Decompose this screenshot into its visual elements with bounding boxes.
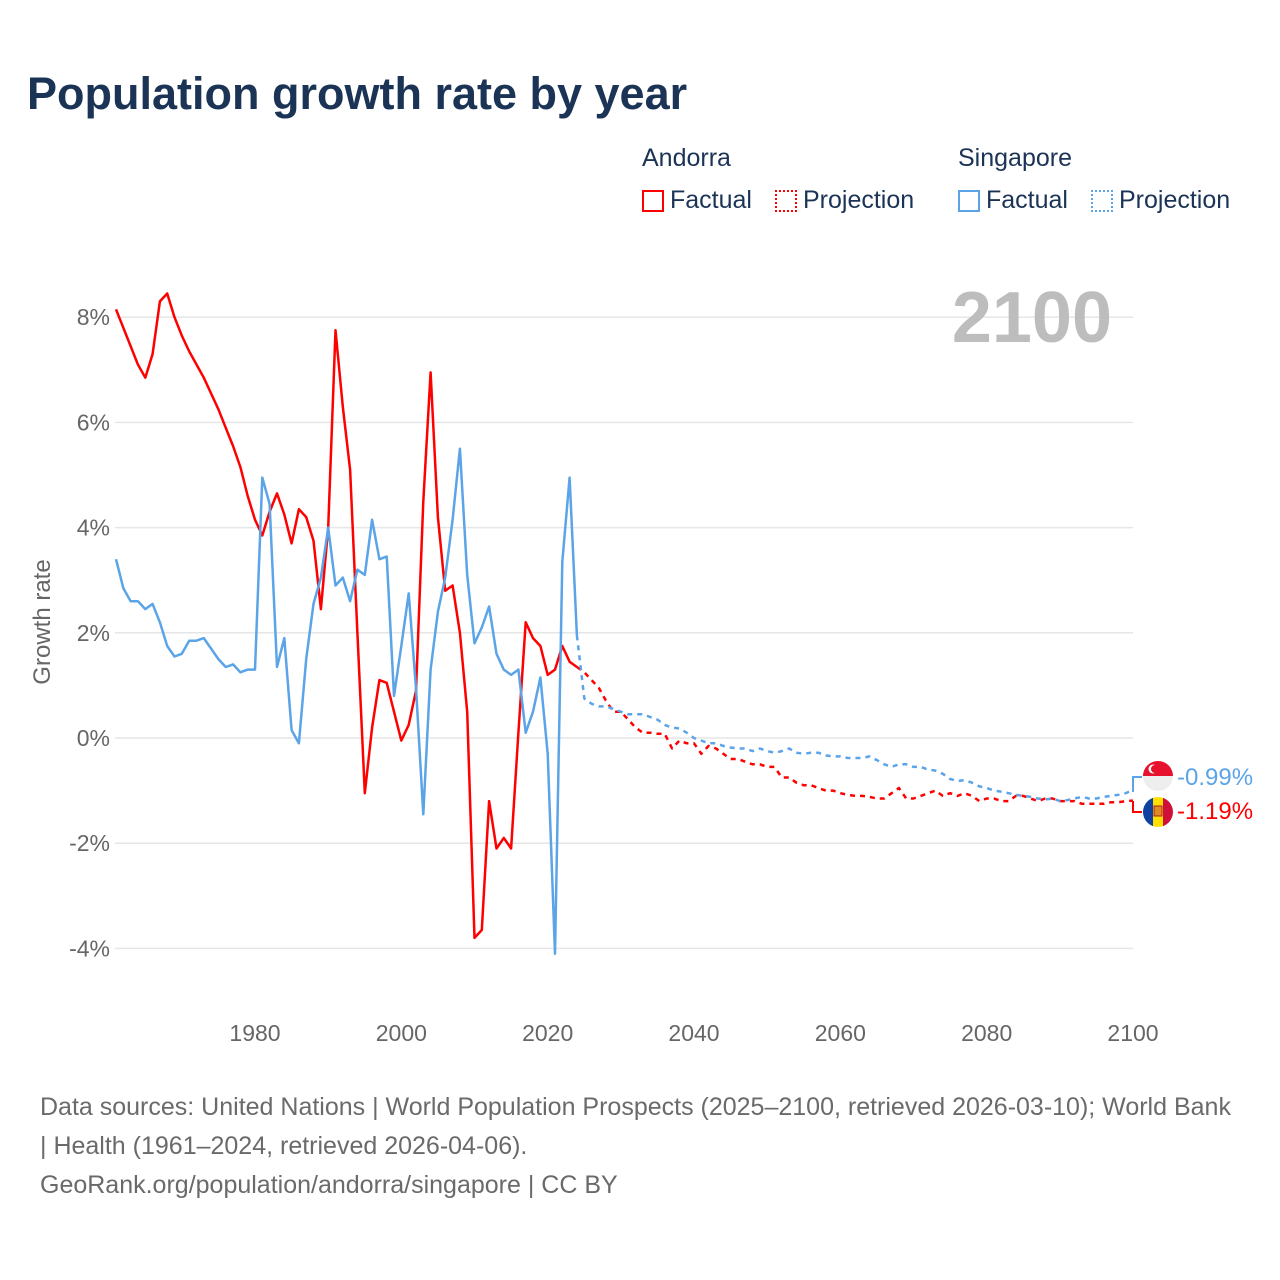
legend-label: Projection — [1119, 186, 1231, 214]
end-marker-andorra: -1.19% — [1132, 797, 1253, 827]
connector-line — [1132, 801, 1142, 813]
year-watermark: 2100 — [952, 278, 1112, 358]
connector-line — [1132, 776, 1142, 792]
y-tick-label: -2% — [69, 830, 110, 856]
andorra-flag-icon — [1143, 797, 1173, 827]
dotted-swatch-icon — [1091, 189, 1113, 212]
legend-andorra-heading: Andorra — [642, 144, 731, 172]
dotted-swatch-icon — [775, 189, 797, 212]
y-tick-label: 0% — [77, 725, 110, 751]
y-tick-label: 4% — [77, 515, 110, 541]
end-label-andorra: -1.19% — [1177, 798, 1253, 825]
legend-label: Factual — [986, 186, 1068, 214]
y-tick-label: 8% — [77, 304, 110, 330]
legend-label: Factual — [670, 186, 752, 214]
series-line-andorra-projection — [576, 665, 1134, 806]
x-tick-label: 1980 — [229, 1020, 280, 1046]
end-label-singapore: -0.99% — [1177, 764, 1253, 791]
series-line-andorra-factual — [114, 292, 578, 940]
footer: Data sources: United Nations | World Pop… — [40, 1088, 1240, 1205]
y-axis-label: Growth rate — [29, 559, 56, 684]
legend-singapore-projection[interactable]: Projection — [1091, 186, 1230, 215]
legend-label: Projection — [803, 186, 915, 214]
y-tick-label: 2% — [77, 620, 110, 646]
legend-singapore-heading: Singapore — [958, 144, 1072, 172]
legend-andorra-factual[interactable]: Factual — [642, 186, 752, 215]
singapore-flag-icon — [1143, 761, 1173, 791]
series-line-singapore-factual — [114, 447, 579, 955]
x-tick-label: 2040 — [668, 1020, 719, 1046]
chart-title: Population growth rate by year — [27, 68, 688, 119]
data-sources: Data sources: United Nations | World Pop… — [40, 1093, 1231, 1160]
series-line-singapore-projection — [575, 635, 1134, 803]
x-tick-label: 2020 — [522, 1020, 573, 1046]
y-tick-label: 6% — [77, 409, 110, 435]
end-marker-singapore: -0.99% — [1132, 761, 1253, 792]
source-link[interactable]: GeoRank.org/population/andorra/singapore… — [40, 1171, 618, 1199]
x-tick-label: 2080 — [961, 1020, 1012, 1046]
solid-swatch-icon — [642, 189, 664, 212]
x-tick-label: 2060 — [815, 1020, 866, 1046]
legend-singapore-factual[interactable]: Factual — [958, 186, 1068, 215]
legend-andorra-projection[interactable]: Projection — [775, 186, 914, 215]
solid-swatch-icon — [958, 189, 980, 212]
x-tick-label: 2100 — [1107, 1020, 1158, 1046]
y-tick-label: -4% — [69, 935, 110, 961]
x-tick-label: 2000 — [376, 1020, 427, 1046]
